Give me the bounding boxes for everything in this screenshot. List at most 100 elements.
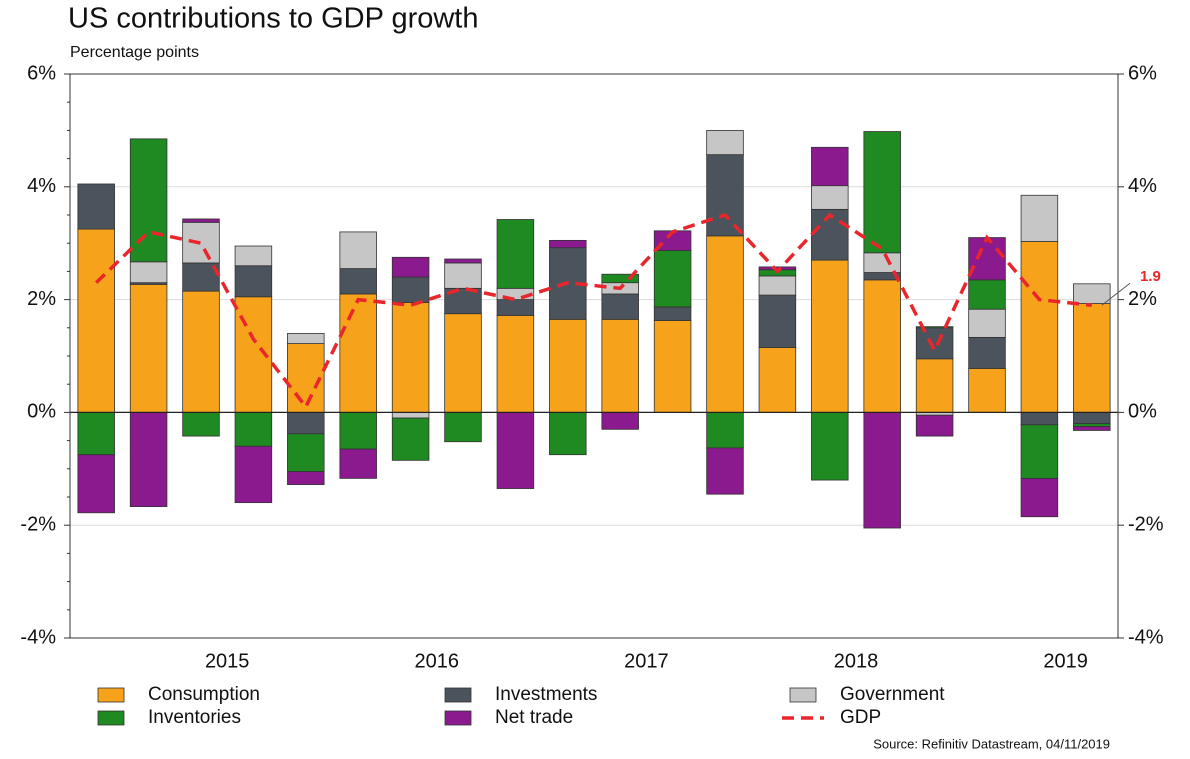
bar-segment — [758, 294, 797, 348]
bar-segment — [863, 252, 901, 273]
bar-segment — [182, 290, 220, 413]
bar-segment — [391, 256, 430, 278]
bar-segment — [339, 231, 377, 269]
legend-label: Inventories — [148, 707, 241, 728]
legend-label: Government — [840, 684, 945, 705]
bar-segment — [706, 129, 744, 156]
bar-segment — [496, 219, 535, 289]
bar-segment — [758, 347, 797, 413]
bar-segment — [968, 336, 1006, 369]
x-tick-label: 2016 — [415, 650, 460, 672]
bar-segment — [653, 250, 692, 308]
bar-segment — [287, 433, 325, 473]
legend-swatch — [97, 687, 125, 703]
bar-segment — [1020, 424, 1059, 479]
bar-segment — [968, 308, 1006, 338]
plot-frame — [69, 73, 1119, 639]
bar-segment — [601, 293, 639, 320]
bar-segment — [182, 218, 220, 223]
gdp-value-label: 1.9 — [1140, 268, 1161, 285]
bar-segment — [1020, 241, 1059, 413]
bar-segment — [182, 411, 220, 437]
bar-segment — [496, 299, 535, 316]
bar-segment — [706, 411, 744, 449]
bar-segment — [391, 302, 430, 413]
y-tick-label: 6% — [27, 62, 56, 84]
bar-segment — [915, 326, 954, 329]
bar-segment — [915, 414, 954, 437]
bar-segment — [339, 448, 377, 479]
bar-segment — [811, 185, 849, 210]
bar-segment — [811, 259, 849, 413]
bar-segment — [444, 262, 482, 289]
y2-tick-label: 6% — [1128, 62, 1157, 84]
legend-label: Investments — [495, 684, 597, 705]
y-tick-label: -2% — [20, 513, 56, 535]
x-tick-label: 2018 — [834, 650, 879, 672]
bar-segment — [391, 417, 430, 461]
y-tick-label: 4% — [27, 175, 56, 197]
bar-segment — [77, 183, 115, 230]
bar-segment — [1073, 303, 1111, 413]
bar-segment — [549, 411, 587, 456]
bar-segment — [863, 411, 901, 529]
bar-segment — [287, 471, 325, 485]
bar-segment — [653, 306, 692, 321]
x-tick-label: 2015 — [205, 650, 250, 672]
bar-segment — [915, 327, 954, 360]
leader-line — [1101, 282, 1131, 306]
y-tick-label: -4% — [20, 626, 56, 648]
bar-segment — [1020, 477, 1059, 518]
bar-segment — [811, 146, 849, 187]
bar-segment — [496, 314, 535, 413]
y2-tick-label: -2% — [1128, 513, 1164, 535]
bar-segment — [234, 245, 273, 267]
bar-segment — [77, 454, 115, 514]
bar-segment — [601, 318, 639, 413]
bar-segment — [129, 261, 168, 284]
bar-segment — [129, 283, 168, 413]
y2-tick-label: 0% — [1128, 401, 1157, 423]
bar-segment — [391, 411, 430, 419]
bar-segment — [758, 275, 797, 296]
x-tick-label: 2017 — [624, 650, 669, 672]
bar-segment — [234, 265, 273, 298]
source: Source: Refinitiv Datastream, 04/11/2019 — [873, 736, 1110, 751]
bar-segment — [339, 411, 377, 450]
bar-segment — [1020, 411, 1059, 426]
bar-segment — [1020, 194, 1059, 242]
bar-segment — [811, 208, 849, 261]
bar-segment — [129, 138, 168, 263]
bar-segment — [77, 411, 115, 456]
y-tick-label: 2% — [27, 288, 56, 310]
legend-label: Consumption — [148, 684, 260, 705]
bar-segment — [234, 411, 273, 447]
bar-segment — [77, 228, 115, 413]
bar-segment — [549, 239, 587, 249]
bar-segment — [811, 411, 849, 481]
bar-segment — [601, 273, 639, 284]
bar-segment — [915, 358, 954, 413]
bar-segment — [706, 154, 744, 237]
bar-segment — [1073, 423, 1111, 427]
gdp-line — [94, 212, 1092, 411]
y2-tick-label: -4% — [1128, 626, 1164, 648]
bar-segment — [444, 258, 482, 264]
bar-segment — [706, 447, 744, 495]
chart-subtitle: Percentage points — [70, 44, 199, 61]
legend-swatch — [789, 687, 817, 703]
bar-segment — [968, 368, 1006, 413]
y2-tick-label: 4% — [1128, 175, 1157, 197]
bar-segment — [234, 445, 273, 504]
bar-segment — [863, 131, 901, 254]
chart-title: US contributions to GDP growth — [68, 3, 479, 35]
bar-segment — [287, 333, 325, 344]
bar-segment — [968, 237, 1006, 281]
bar-segment — [601, 411, 639, 430]
legend-swatch — [444, 710, 472, 726]
bar-segment — [653, 320, 692, 413]
bar-segment — [549, 318, 587, 413]
bar-segment — [339, 293, 377, 413]
